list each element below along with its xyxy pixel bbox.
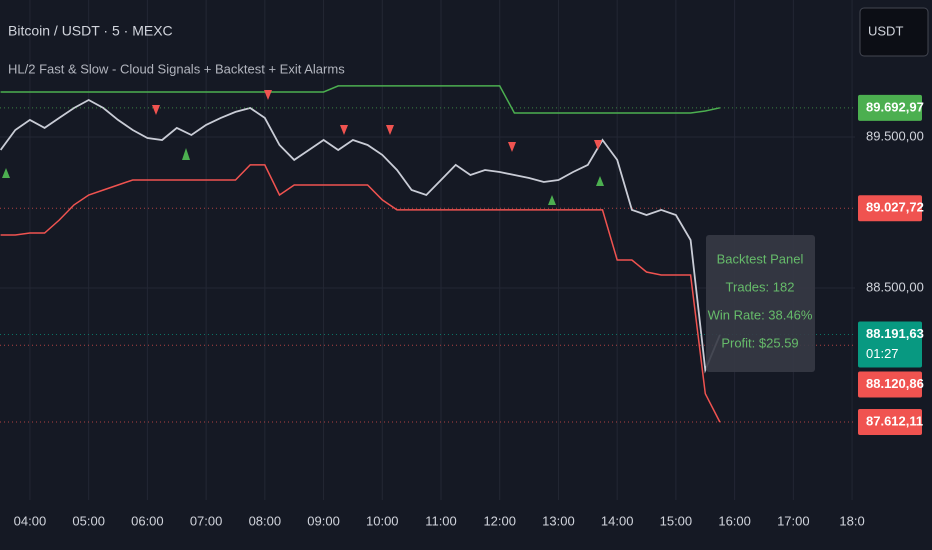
x-tick-label: 12:00 [483, 513, 516, 528]
price-tag-label: 87.612,11 [866, 413, 923, 428]
y-tick-label: 89.500,00 [866, 128, 924, 143]
price-tag [858, 94, 922, 121]
sell-signal [340, 125, 348, 135]
x-tick-label: 15:00 [660, 513, 693, 528]
grid [0, 0, 855, 500]
panel-line: Profit: $25.59 [721, 335, 798, 350]
price-tag [858, 195, 922, 222]
panel-line: Trades: 182 [726, 279, 795, 294]
series-line [0, 164, 721, 423]
sell-signal [594, 140, 602, 150]
panel-title: Backtest Panel [717, 251, 804, 266]
buy-signal [596, 176, 604, 186]
panel-background [706, 235, 815, 372]
backtest-panel: Backtest Panel Trades: 182 Win Rate: 38.… [706, 235, 815, 372]
y-tick-label: 88.500,00 [866, 279, 924, 294]
x-tick-label: 09:00 [307, 513, 340, 528]
price-tag [858, 409, 922, 436]
series-line [0, 85, 721, 114]
price-tag [858, 321, 922, 368]
sell-signal [386, 125, 394, 135]
x-tick-label: 06:00 [131, 513, 164, 528]
x-tick-label: 13:00 [542, 513, 575, 528]
price-tag-label: 88.120,86 [866, 376, 924, 391]
currency-button-label[interactable]: USDT [868, 23, 903, 38]
x-tick-label: 08:00 [249, 513, 282, 528]
price-axis: 04:00 05:00 06:00 07:00 08:00 09:00 10:00 11:00… [14, 94, 924, 528]
x-tick-label: 10:00 [366, 513, 399, 528]
x-tick-label: 04:00 [14, 513, 47, 528]
chart-title: Bitcoin / USDT · 5 · MEXC [8, 23, 173, 39]
sell-signal [264, 90, 272, 100]
signals [2, 90, 604, 205]
buy-signal [182, 148, 190, 160]
panel-line: Win Rate: 38.46% [708, 307, 813, 322]
sell-signal [152, 105, 160, 115]
currency-button[interactable] [859, 7, 929, 57]
sell-signal [508, 142, 516, 152]
indicator-name: HL/2 Fast & Slow - Cloud Signals + Backt… [8, 61, 345, 76]
price-tag-label: 88.191,63 [866, 326, 924, 341]
buy-signal [2, 168, 10, 178]
x-tick-label: 17:00 [777, 513, 810, 528]
x-tick-label: 07:00 [190, 513, 223, 528]
x-tick-label: 05:00 [72, 513, 105, 528]
x-tick-label: 14:00 [601, 513, 634, 528]
x-tick-label: 18:0 [839, 513, 864, 528]
price-tag-label: 89.027,72 [866, 200, 924, 215]
price-tag-label: 89.692,97 [866, 99, 924, 114]
x-tick-label: 16:00 [718, 513, 751, 528]
x-tick-label: 11:00 [425, 513, 457, 528]
buy-signal [548, 195, 556, 205]
price-tag [858, 371, 922, 398]
countdown: 01:27 [866, 346, 899, 361]
